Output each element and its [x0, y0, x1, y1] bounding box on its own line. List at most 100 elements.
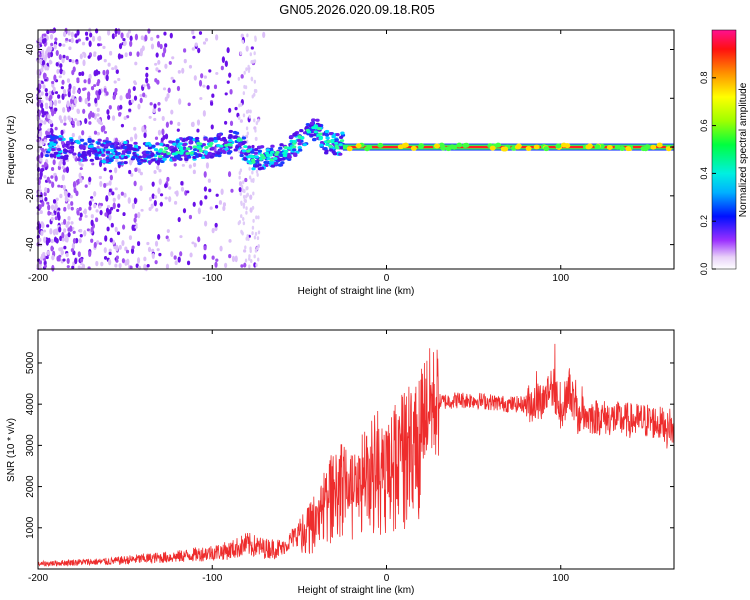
heatmap-noise-point — [49, 60, 53, 65]
heatmap-frame — [37, 29, 675, 270]
heatmap-noise-point — [193, 75, 197, 81]
heatmap-noise-point — [54, 91, 59, 95]
snr-y-tick-label: 1000 — [25, 516, 36, 539]
heatmap-noise-point — [251, 144, 255, 149]
heatmap-noise-point — [211, 227, 215, 234]
heatmap-noise-point — [188, 64, 193, 69]
heatmap-noise-point — [61, 79, 65, 85]
heatmap-noise-point — [252, 59, 255, 64]
heatmap-noise-point — [139, 185, 143, 192]
heatmap-noise-point — [203, 171, 207, 178]
heatmap-noise-point — [257, 230, 261, 235]
heatmap-noise-point — [151, 181, 155, 187]
heatmap-noise-point — [52, 199, 57, 204]
heatmap-noise-point — [65, 252, 69, 258]
heatmap-noise-point — [197, 47, 201, 54]
heatmap-noise-point — [81, 130, 85, 136]
heatmap-noise-point — [257, 257, 260, 262]
heatmap-ridge-point — [56, 153, 61, 157]
heatmap-noise-point — [164, 43, 168, 48]
heatmap-noise-point — [129, 136, 134, 142]
heatmap-y-label: Frequency (Hz) — [6, 116, 17, 185]
heatmap-noise-point — [211, 255, 215, 260]
heatmap-noise-point — [77, 121, 81, 126]
heatmap-ridge-point — [315, 118, 320, 122]
heatmap-noise-point — [50, 239, 54, 244]
heatmap-band-point — [514, 144, 521, 150]
heatmap-noise-point — [128, 169, 132, 175]
heatmap-noise-point — [133, 197, 138, 205]
heatmap-noise-point — [41, 147, 45, 153]
heatmap-noise-point — [130, 172, 134, 177]
heatmap-ridge-point — [233, 135, 239, 139]
heatmap-noise-point — [88, 206, 92, 211]
heatmap-noise-point — [251, 225, 255, 230]
heatmap-noise-point — [93, 70, 97, 77]
heatmap-noise-point — [137, 168, 141, 173]
heatmap-noise-point — [39, 122, 43, 126]
heatmap-noise-point — [226, 47, 230, 54]
heatmap-noise-point — [93, 191, 97, 197]
heatmap-noise-point — [155, 67, 159, 72]
heatmap-noise-point — [48, 119, 52, 125]
heatmap-ridge-point — [259, 166, 265, 170]
heatmap-noise-point — [152, 107, 156, 114]
heatmap-x-tick-label: -200 — [28, 273, 48, 284]
heatmap-noise-point — [68, 83, 72, 90]
heatmap-ridge-point — [198, 153, 203, 158]
heatmap-noise-point — [155, 52, 159, 58]
heatmap-noise-point — [147, 246, 152, 253]
heatmap-ridge-point — [204, 146, 209, 150]
heatmap-ridge-point — [108, 158, 114, 162]
heatmap-ridge-point — [164, 155, 170, 159]
heatmap-ridge-point — [121, 150, 127, 154]
heatmap-noise-point — [239, 168, 243, 173]
heatmap-noise-point — [255, 121, 259, 126]
heatmap-noise-point — [105, 195, 109, 202]
heatmap-ridge-point — [65, 140, 71, 145]
heatmap-noise-point — [210, 101, 214, 106]
heatmap-noise-point — [58, 115, 62, 121]
heatmap-ridge-point — [114, 155, 120, 159]
heatmap-y-tick-label: 40 — [25, 44, 36, 56]
heatmap-noise-point — [49, 33, 54, 40]
heatmap-noise-point — [59, 63, 63, 69]
heatmap-noise-point — [117, 203, 121, 208]
heatmap-noise-point — [154, 62, 158, 66]
heatmap-noise-point — [136, 241, 141, 247]
heatmap-noise-point — [104, 235, 108, 242]
heatmap-noise-point — [240, 33, 244, 38]
heatmap-noise-point — [245, 45, 249, 52]
heatmap-noise-point — [238, 186, 242, 193]
heatmap-noise-point — [178, 98, 182, 105]
heatmap-noise-point — [44, 50, 49, 56]
heatmap-ridge-point — [113, 141, 119, 145]
heatmap-noise-point — [124, 52, 128, 58]
heatmap-noise-point — [153, 199, 157, 207]
heatmap-noise-point — [130, 99, 135, 103]
heatmap-ridge-point — [238, 138, 243, 142]
heatmap-noise-point — [85, 36, 89, 41]
heatmap-noise-point — [156, 41, 161, 48]
heatmap-noise-point — [149, 102, 153, 106]
heatmap-noise-point — [90, 214, 94, 219]
heatmap-noise-point — [143, 128, 147, 134]
heatmap-noise-point — [197, 207, 201, 215]
heatmap-band-point — [402, 142, 409, 148]
heatmap-ridge-point — [254, 155, 259, 159]
heatmap-noise-point — [79, 53, 83, 60]
snr-background — [38, 330, 674, 569]
heatmap-noise-point — [43, 37, 47, 43]
heatmap-noise-point — [237, 115, 241, 120]
heatmap-noise-point — [214, 222, 218, 228]
heatmap-noise-point — [39, 197, 43, 201]
heatmap-ridge-point — [287, 155, 292, 159]
heatmap-noise-point — [182, 208, 187, 214]
heatmap-ridge-point — [182, 142, 188, 146]
heatmap-noise-point — [37, 184, 42, 190]
heatmap-noise-point — [39, 130, 43, 138]
heatmap-noise-point — [202, 41, 207, 45]
heatmap-noise-point — [95, 209, 99, 213]
heatmap-noise-point — [53, 74, 57, 82]
